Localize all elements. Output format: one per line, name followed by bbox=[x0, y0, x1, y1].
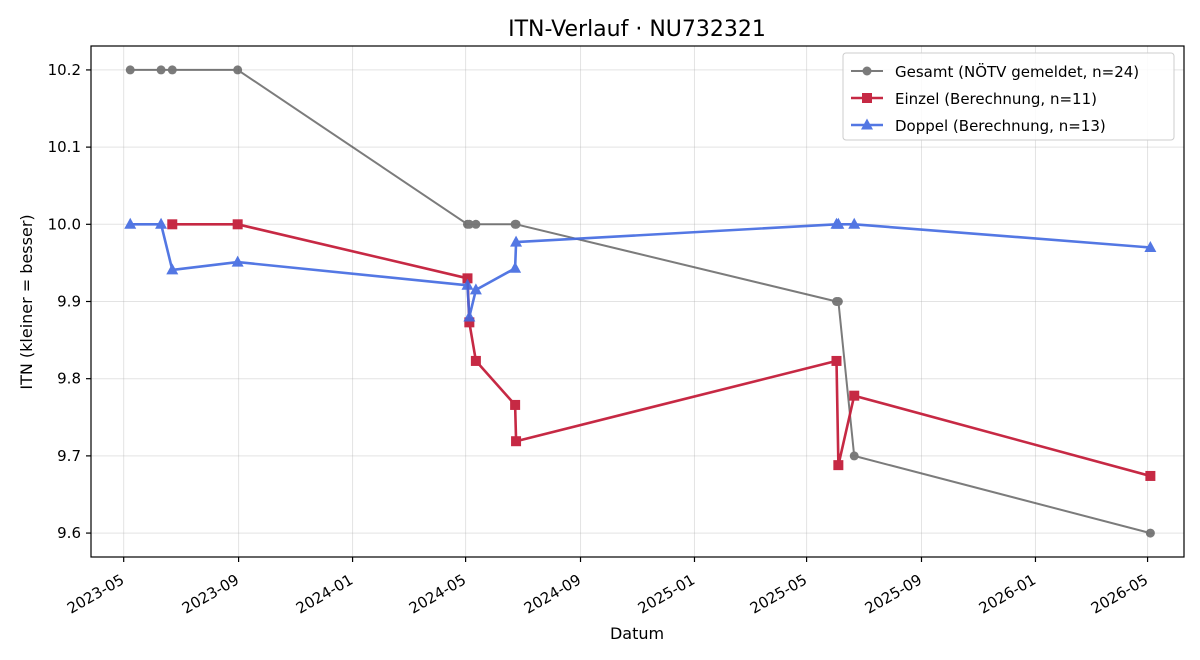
x-tick-label: 2025-09 bbox=[862, 571, 925, 618]
data-point-triangle bbox=[124, 217, 137, 229]
data-point-square bbox=[511, 436, 522, 447]
y-tick-label: 10.0 bbox=[48, 215, 81, 233]
y-tick-label: 10.1 bbox=[48, 138, 81, 156]
data-point-circle bbox=[1145, 528, 1155, 538]
data-point-square bbox=[833, 460, 844, 471]
data-point-triangle bbox=[509, 261, 522, 273]
x-tick-label: 2025-01 bbox=[635, 571, 698, 618]
x-tick-label: 2024-01 bbox=[293, 571, 356, 618]
legend-item bbox=[851, 93, 883, 103]
data-point-triangle bbox=[510, 235, 523, 247]
x-axis-label: Datum bbox=[610, 624, 664, 643]
data-point-circle bbox=[156, 65, 166, 75]
legend-item bbox=[851, 118, 883, 130]
series-square bbox=[167, 219, 1156, 481]
y-axis-label: ITN (kleiner = besser) bbox=[17, 214, 36, 389]
x-tick-label: 2026-01 bbox=[976, 571, 1039, 618]
legend-label: Einzel (Berechnung, n=11) bbox=[895, 90, 1097, 108]
legend-items: Gesamt (NÖTV gemeldet, n=24) Einzel (Bere… bbox=[851, 62, 1139, 135]
x-tick-label: 2024-05 bbox=[406, 571, 469, 618]
x-tick-label: 2024-09 bbox=[521, 571, 584, 618]
data-point-triangle bbox=[848, 217, 861, 229]
data-point-triangle bbox=[155, 217, 168, 229]
series-triangle bbox=[124, 217, 1157, 322]
ticks-layer: 2023-05 2023-09 2024-01 2024-05 2024-09 2025-… bbox=[48, 61, 1152, 618]
x-tick-label: 2023-05 bbox=[64, 571, 127, 618]
series-circle bbox=[125, 65, 1155, 538]
data-point-circle bbox=[233, 65, 243, 75]
data-point-triangle bbox=[231, 255, 244, 267]
data-point-square bbox=[462, 273, 473, 284]
legend-marker bbox=[861, 118, 873, 130]
data-point-triangle bbox=[461, 278, 474, 290]
y-tick-label: 9.8 bbox=[57, 370, 81, 388]
legend: Gesamt (NÖTV gemeldet, n=24) Einzel (Bere… bbox=[842, 52, 1175, 141]
series-line-square bbox=[172, 223, 1151, 478]
data-point-circle bbox=[125, 65, 135, 75]
data-point-triangle bbox=[469, 283, 482, 295]
legend-box bbox=[842, 52, 1175, 141]
y-tick-label: 9.9 bbox=[57, 293, 81, 311]
data-point-circle bbox=[464, 219, 474, 229]
data-point-triangle bbox=[832, 217, 845, 229]
y-tick-label: 9.7 bbox=[57, 447, 81, 465]
legend-item bbox=[851, 66, 883, 76]
grid-layer bbox=[91, 46, 1184, 557]
data-point-circle bbox=[471, 219, 481, 229]
x-tick-label: 2026-05 bbox=[1088, 571, 1151, 618]
chart-title: ITN-Verlauf · NU732321 bbox=[508, 17, 766, 42]
data-point-circle bbox=[849, 451, 859, 461]
series-line-triangle bbox=[130, 223, 1151, 319]
x-tick-label: 2025-05 bbox=[747, 571, 810, 618]
legend-label: Doppel (Berechnung, n=13) bbox=[895, 117, 1106, 135]
data-point-circle bbox=[167, 65, 177, 75]
x-tick-label: 2023-09 bbox=[179, 571, 242, 618]
data-point-circle bbox=[511, 219, 521, 229]
legend-label: Gesamt (NÖTV gemeldet, n=24) bbox=[895, 62, 1139, 81]
legend-marker bbox=[862, 66, 872, 76]
legend-marker bbox=[862, 93, 872, 103]
data-point-square bbox=[167, 219, 178, 230]
data-point-triangle bbox=[1144, 240, 1157, 252]
data-point-square bbox=[232, 219, 243, 230]
y-tick-label: 9.6 bbox=[57, 524, 81, 542]
y-tick-label: 10.2 bbox=[48, 61, 81, 79]
data-point-square bbox=[464, 317, 475, 328]
data-point-circle bbox=[833, 297, 843, 306]
data-point-square bbox=[849, 390, 860, 401]
data-point-triangle bbox=[463, 310, 476, 322]
data-point-square bbox=[470, 355, 481, 366]
data-point-triangle bbox=[166, 263, 179, 275]
data-point-square bbox=[1145, 470, 1156, 481]
data-point-square bbox=[510, 399, 521, 410]
series-layer bbox=[124, 65, 1157, 538]
data-point-square bbox=[831, 355, 842, 366]
